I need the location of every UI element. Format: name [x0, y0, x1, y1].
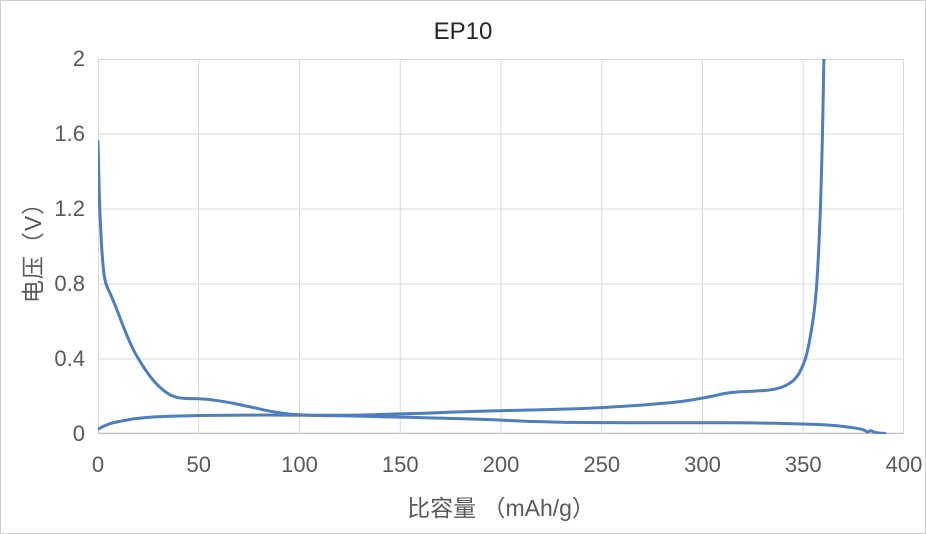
y-tick-label: 2	[72, 46, 85, 71]
charge-curve	[98, 59, 826, 417]
x-tick-label: 150	[381, 452, 419, 477]
y-tick-label: 0	[72, 421, 85, 446]
x-tick-label: 100	[281, 452, 318, 477]
x-tick-label: 200	[482, 452, 520, 477]
x-tick-label: 50	[186, 452, 211, 477]
plot-svg	[98, 59, 904, 434]
x-tick-label: 350	[784, 452, 822, 477]
y-tick-label: 0.4	[54, 346, 85, 371]
x-axis-title: 比容量 （mAh/g）	[407, 495, 595, 521]
x-tick-label: 300	[684, 452, 721, 477]
y-tick-label: 1.2	[54, 196, 85, 221]
x-tick-label: 0	[91, 452, 105, 477]
discharge-curve	[98, 413, 887, 434]
y-tick-label: 0.8	[54, 271, 85, 296]
plot-area	[98, 59, 904, 434]
chart-title: EP10	[433, 18, 493, 45]
x-tick-label: 250	[583, 452, 621, 477]
x-tick-label: 400	[885, 452, 923, 477]
y-tick-label: 1.6	[54, 121, 85, 146]
